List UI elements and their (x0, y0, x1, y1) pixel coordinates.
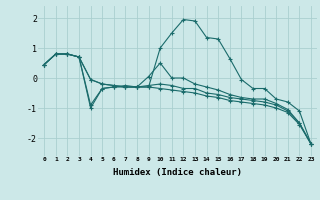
X-axis label: Humidex (Indice chaleur): Humidex (Indice chaleur) (113, 168, 242, 177)
